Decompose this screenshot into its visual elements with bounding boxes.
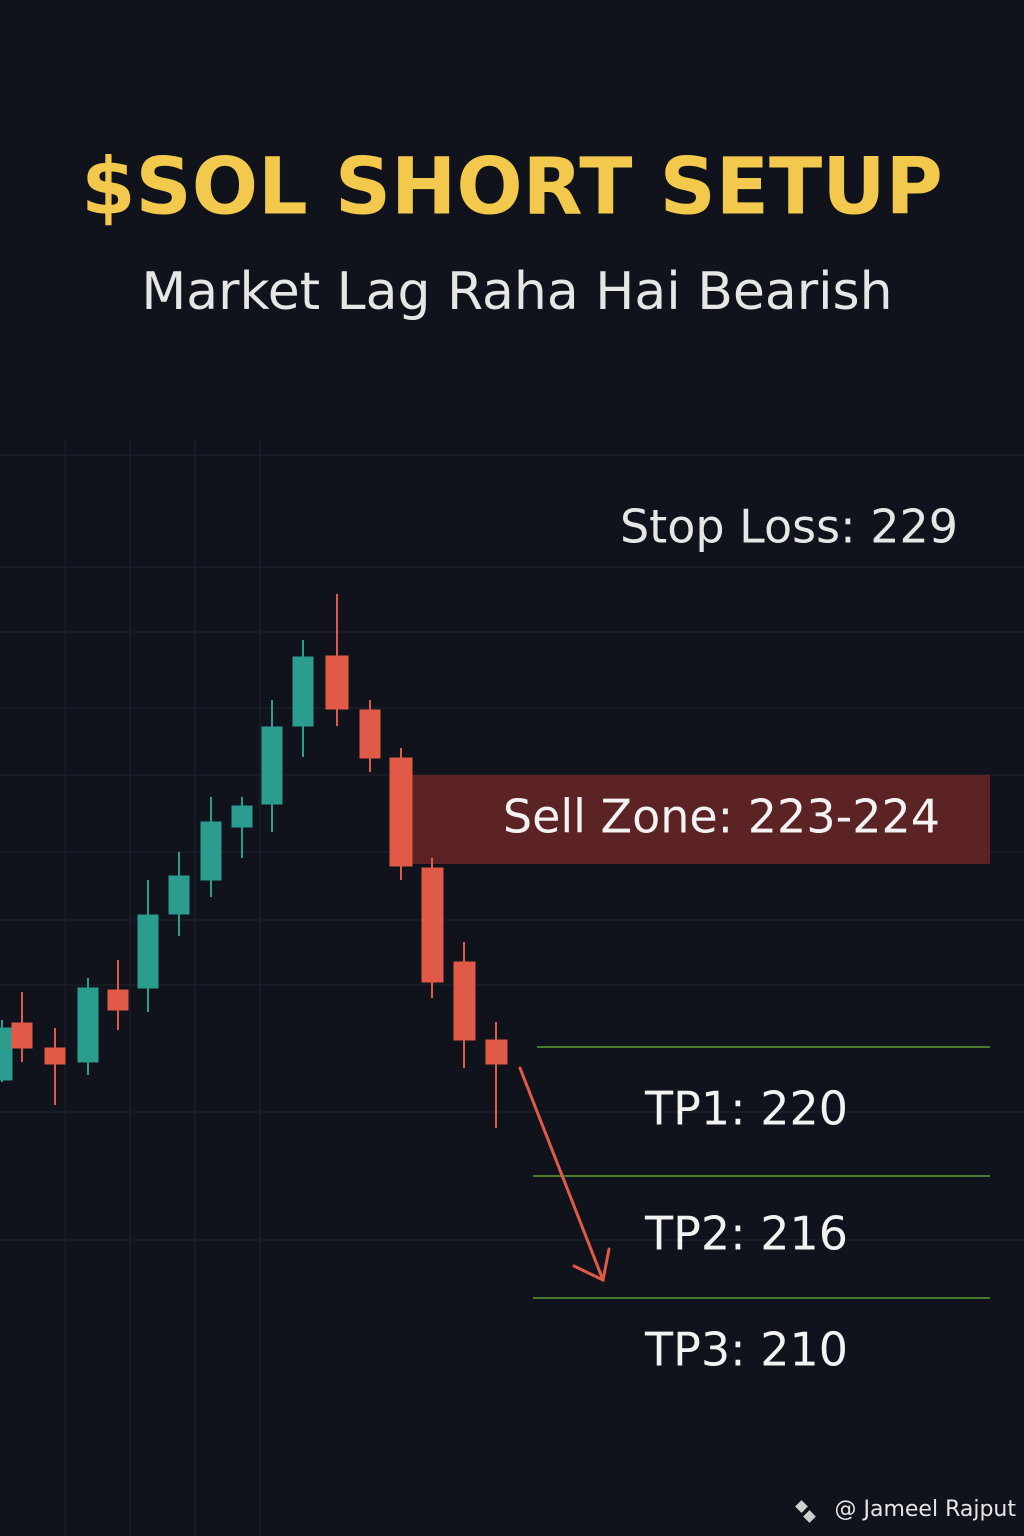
grid	[0, 440, 1024, 1536]
title: $SOL SHORT SETUP	[81, 142, 942, 232]
credit: @ Jameel Rajput	[835, 1497, 1017, 1522]
tp2-label: TP2: 216	[644, 1207, 848, 1261]
tp3-label: TP3: 210	[644, 1323, 848, 1377]
sell-zone	[412, 775, 990, 864]
arrow	[518, 1066, 611, 1283]
sell-zone-label: Sell Zone: 223-224	[503, 790, 940, 844]
subtitle: Market Lag Raha Hai Bearish	[141, 262, 892, 322]
candles	[0, 594, 508, 1128]
stop-loss-label: Stop Loss: 229	[620, 500, 958, 554]
tp1-label: TP1: 220	[644, 1082, 848, 1136]
